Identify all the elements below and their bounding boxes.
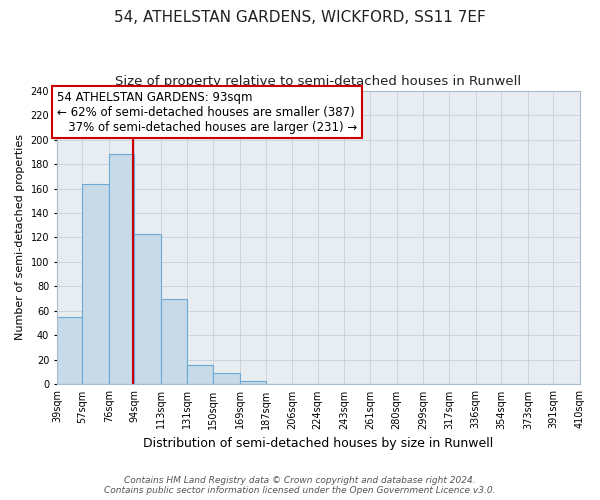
Bar [240, 381, 266, 384]
Bar [161, 298, 187, 384]
Title: Size of property relative to semi-detached houses in Runwell: Size of property relative to semi-detach… [115, 75, 521, 88]
Text: 54 ATHELSTAN GARDENS: 93sqm
← 62% of semi-detached houses are smaller (387)
   3: 54 ATHELSTAN GARDENS: 93sqm ← 62% of sem… [57, 90, 357, 134]
Bar [82, 184, 109, 384]
Bar [57, 317, 82, 384]
Bar [214, 374, 240, 384]
Bar [109, 154, 134, 384]
Y-axis label: Number of semi-detached properties: Number of semi-detached properties [15, 134, 25, 340]
Bar [134, 234, 161, 384]
Text: Contains HM Land Registry data © Crown copyright and database right 2024.
Contai: Contains HM Land Registry data © Crown c… [104, 476, 496, 495]
Text: 54, ATHELSTAN GARDENS, WICKFORD, SS11 7EF: 54, ATHELSTAN GARDENS, WICKFORD, SS11 7E… [114, 10, 486, 25]
Bar [187, 365, 214, 384]
X-axis label: Distribution of semi-detached houses by size in Runwell: Distribution of semi-detached houses by … [143, 437, 494, 450]
